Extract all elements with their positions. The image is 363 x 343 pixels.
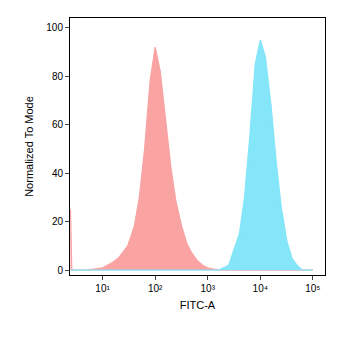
svg-text:20: 20: [52, 216, 64, 227]
svg-text:60: 60: [52, 119, 64, 130]
svg-text:10³: 10³: [201, 283, 216, 294]
svg-text:80: 80: [52, 71, 64, 82]
svg-text:0: 0: [57, 265, 63, 276]
svg-text:Normalized To Mode: Normalized To Mode: [23, 96, 35, 197]
svg-text:10¹: 10¹: [95, 283, 110, 294]
svg-text:40: 40: [52, 168, 64, 179]
svg-text:10⁵: 10⁵: [305, 283, 320, 294]
svg-text:FITC-A: FITC-A: [180, 299, 216, 311]
svg-text:10⁴: 10⁴: [253, 283, 268, 294]
svg-text:100: 100: [46, 22, 63, 33]
svg-text:10²: 10²: [148, 283, 163, 294]
